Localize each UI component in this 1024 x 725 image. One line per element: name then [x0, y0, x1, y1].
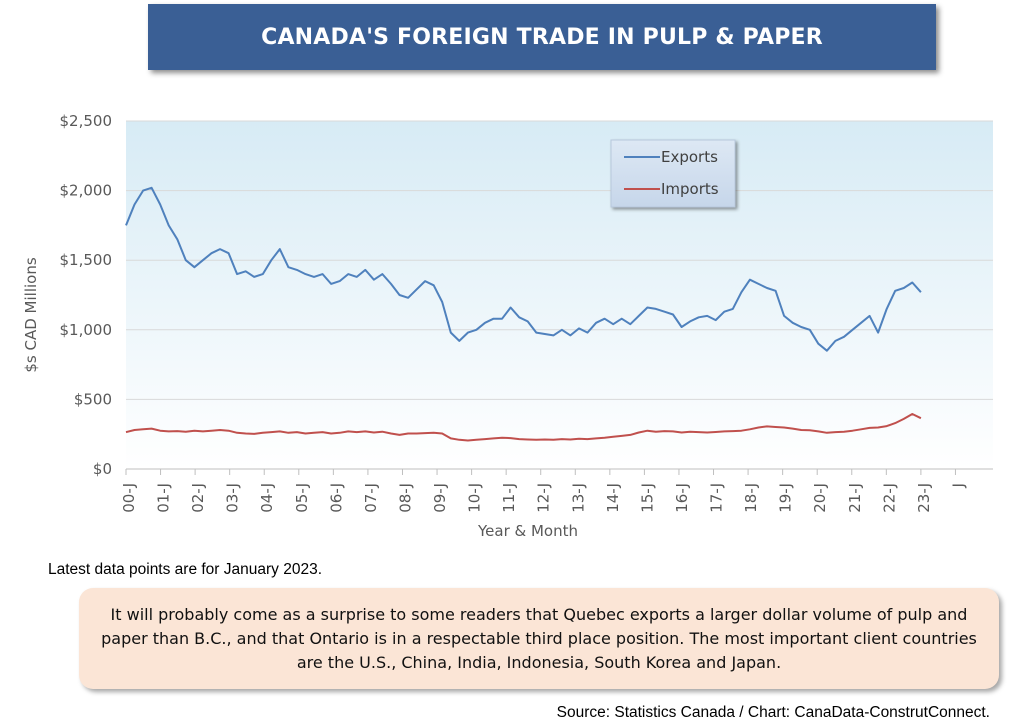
y-tick-label: $1,000 — [60, 321, 113, 339]
x-tick-label: 00-J — [120, 483, 138, 513]
source-credit: Source: Statistics Canada / Chart: CanaD… — [556, 704, 990, 721]
series-layer — [125, 186, 922, 442]
y-tick-label: $500 — [74, 390, 112, 408]
y-axis-title: $s CAD Millions — [22, 257, 40, 372]
line-chart: $0$500$1,000$1,500$2,000$2,500 00-J 01-J 0… — [22, 112, 993, 540]
x-axis-title: Year & Month — [477, 522, 578, 540]
x-tick-label: 06-J — [327, 483, 345, 513]
legend-label-imports: Imports — [661, 180, 719, 198]
y-tick-label: $2,500 — [60, 112, 113, 130]
x-tick-label: 20-J — [811, 483, 829, 513]
commentary-box: It will probably come as a surprise to s… — [79, 588, 999, 689]
x-tick-label: 23-J — [915, 483, 933, 513]
x-tick-label: J — [949, 483, 967, 488]
gridlines — [126, 120, 993, 470]
x-tick-label: 11-J — [500, 483, 518, 513]
x-tick-label: 08-J — [396, 483, 414, 513]
x-tick-label: 14-J — [604, 483, 622, 513]
x-tick-label: 18-J — [742, 483, 760, 513]
x-tick-label: 15-J — [638, 483, 656, 513]
y-tick-label: $1,500 — [60, 251, 113, 269]
chart-title: CANADA'S FOREIGN TRADE IN PULP & PAPER — [261, 24, 823, 50]
commentary-text: It will probably come as a surprise to s… — [101, 604, 977, 672]
legend: Exports Imports — [610, 139, 736, 208]
legend-label-exports: Exports — [661, 148, 718, 166]
x-tick-label: 02-J — [189, 483, 207, 513]
x-tick-label: 10-J — [466, 483, 484, 513]
y-tick-label: $2,000 — [60, 182, 113, 200]
x-tick-label: 09-J — [431, 483, 449, 513]
x-tick-label: 04-J — [258, 483, 276, 513]
plot-area — [126, 121, 993, 469]
x-tick-label: 03-J — [224, 483, 242, 513]
x-tick-label: 07-J — [362, 483, 380, 513]
series-line-exports — [125, 186, 922, 352]
x-tick-label: 01-J — [155, 483, 173, 513]
series-line-imports — [125, 413, 922, 442]
y-axis: $0 $500 $1,000 $1,500 $2,000 $2,500 — [60, 112, 113, 478]
x-tick-label: 13-J — [569, 483, 587, 513]
data-note: Latest data points are for January 2023. — [48, 561, 323, 578]
x-tick-label: 05-J — [293, 483, 311, 513]
x-axis: 00-J 01-J 02-J 03-J 04-J 05-J 06-J 07-J 08-J 09-J… — [120, 469, 967, 513]
x-tick-label: 19-J — [777, 483, 795, 513]
chart-title-banner: CANADA'S FOREIGN TRADE IN PULP & PAPER — [148, 4, 936, 70]
y-tick-label: $0 — [93, 460, 112, 478]
x-tick-label: 16-J — [673, 483, 691, 513]
x-tick-label: 12-J — [535, 483, 553, 513]
x-tick-label: 22-J — [880, 483, 898, 513]
x-tick-label: 17-J — [708, 483, 726, 513]
legend-box — [610, 139, 736, 208]
x-tick-label: 21-J — [846, 483, 864, 513]
